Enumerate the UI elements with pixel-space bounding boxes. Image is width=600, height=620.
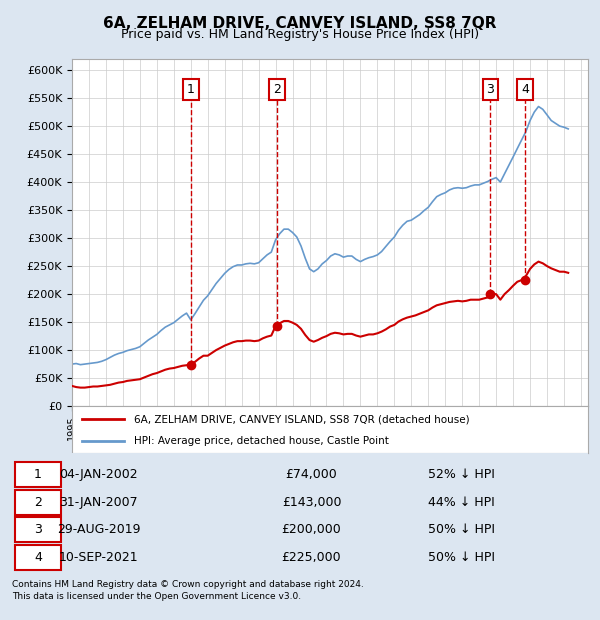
Text: £200,000: £200,000: [281, 523, 341, 536]
Text: 6A, ZELHAM DRIVE, CANVEY ISLAND, SS8 7QR (detached house): 6A, ZELHAM DRIVE, CANVEY ISLAND, SS8 7QR…: [134, 414, 470, 424]
Text: £74,000: £74,000: [286, 468, 337, 481]
Text: 29-AUG-2019: 29-AUG-2019: [56, 523, 140, 536]
FancyBboxPatch shape: [15, 517, 61, 542]
Text: Contains HM Land Registry data © Crown copyright and database right 2024.: Contains HM Land Registry data © Crown c…: [12, 580, 364, 589]
Text: 4: 4: [521, 83, 529, 96]
Text: 50% ↓ HPI: 50% ↓ HPI: [428, 551, 495, 564]
Text: 50% ↓ HPI: 50% ↓ HPI: [428, 523, 495, 536]
Text: 3: 3: [34, 523, 42, 536]
Text: 04-JAN-2002: 04-JAN-2002: [59, 468, 138, 481]
Text: 4: 4: [34, 551, 42, 564]
Text: 44% ↓ HPI: 44% ↓ HPI: [428, 496, 494, 508]
Text: 2: 2: [273, 83, 281, 96]
Text: 31-JAN-2007: 31-JAN-2007: [59, 496, 138, 508]
Text: 2: 2: [34, 496, 42, 508]
FancyBboxPatch shape: [15, 463, 61, 487]
Text: 6A, ZELHAM DRIVE, CANVEY ISLAND, SS8 7QR: 6A, ZELHAM DRIVE, CANVEY ISLAND, SS8 7QR: [103, 16, 497, 30]
Text: 10-SEP-2021: 10-SEP-2021: [59, 551, 138, 564]
FancyBboxPatch shape: [15, 490, 61, 515]
Text: 52% ↓ HPI: 52% ↓ HPI: [428, 468, 495, 481]
Text: 3: 3: [487, 83, 494, 96]
Text: £225,000: £225,000: [282, 551, 341, 564]
Text: 1: 1: [34, 468, 42, 481]
Text: £143,000: £143,000: [282, 496, 341, 508]
Text: Price paid vs. HM Land Registry's House Price Index (HPI): Price paid vs. HM Land Registry's House …: [121, 28, 479, 41]
Text: HPI: Average price, detached house, Castle Point: HPI: Average price, detached house, Cast…: [134, 436, 389, 446]
Text: This data is licensed under the Open Government Licence v3.0.: This data is licensed under the Open Gov…: [12, 592, 301, 601]
Text: 1: 1: [187, 83, 195, 96]
FancyBboxPatch shape: [15, 545, 61, 570]
